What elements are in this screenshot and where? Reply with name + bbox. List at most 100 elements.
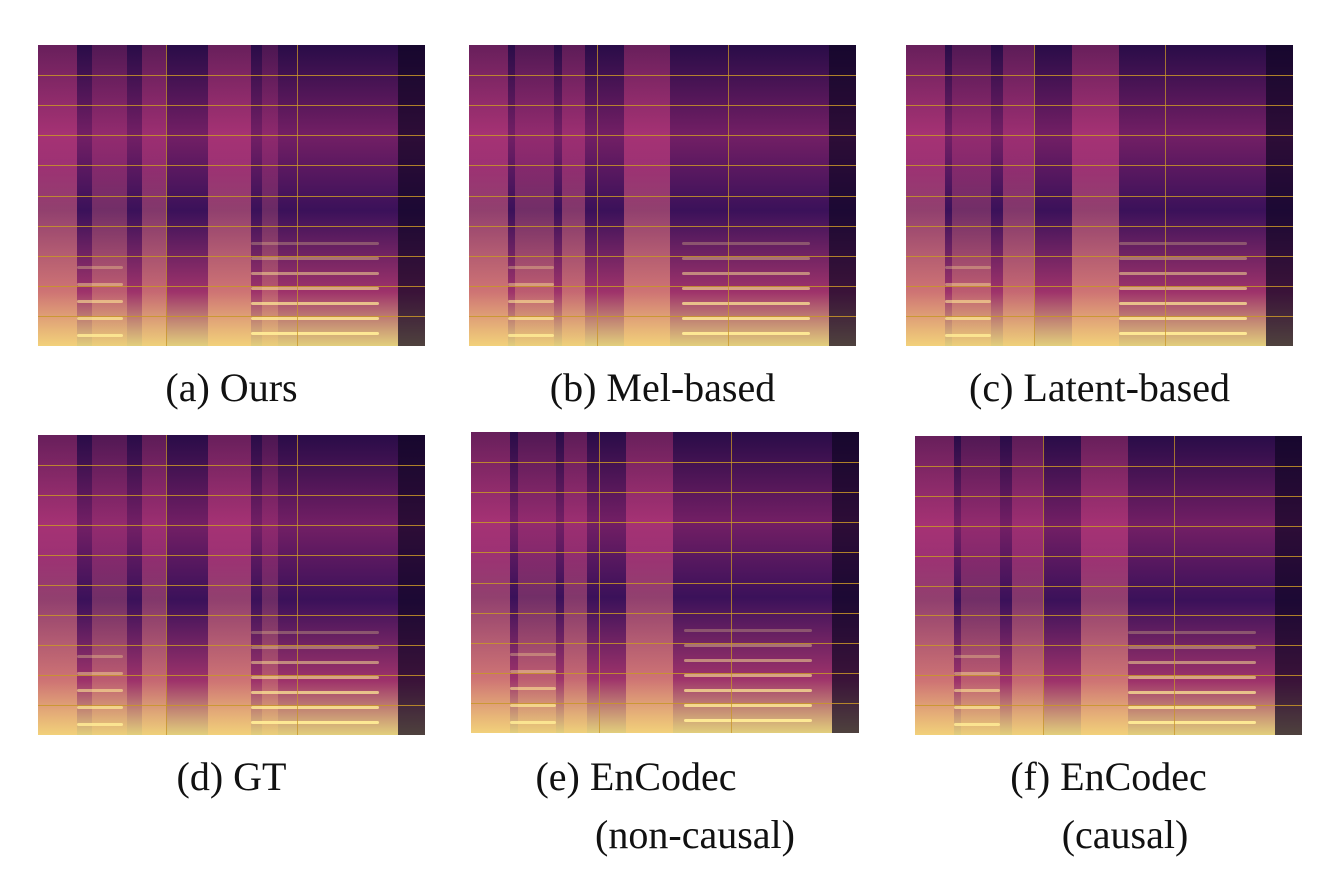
energy-band xyxy=(1002,45,1034,346)
grid-line-vertical xyxy=(1043,436,1044,735)
grid-line-horizontal xyxy=(906,316,1293,317)
grid-line-horizontal xyxy=(906,75,1293,76)
energy-band xyxy=(517,432,557,733)
harmonic-stripe xyxy=(1127,646,1256,649)
harmonic-stripe xyxy=(681,332,810,335)
harmonic-stripe xyxy=(944,317,992,320)
harmonic-stripe xyxy=(1127,661,1256,664)
grid-line-horizontal xyxy=(471,492,859,493)
grid-line-horizontal xyxy=(469,256,856,257)
harmonic-stripe xyxy=(1118,272,1247,275)
grid-line-vertical xyxy=(599,432,600,733)
energy-band xyxy=(471,432,510,733)
harmonic-stripe xyxy=(953,706,1001,709)
harmonic-stripe xyxy=(250,302,379,305)
harmonic-stripe xyxy=(1118,317,1247,320)
harmonic-stripe xyxy=(509,670,557,673)
harmonic-stripe xyxy=(1127,676,1256,679)
grid-line-horizontal xyxy=(471,522,859,523)
harmonic-stripe xyxy=(1118,242,1247,245)
grid-line-horizontal xyxy=(38,465,425,466)
harmonic-stripe xyxy=(1118,287,1247,290)
grid-line-horizontal xyxy=(469,135,856,136)
harmonic-stripe xyxy=(681,242,810,245)
harmonic-stripe xyxy=(1118,257,1247,260)
harmonic-stripe xyxy=(681,272,810,275)
grid-line-horizontal xyxy=(38,316,425,317)
harmonic-stripe xyxy=(250,721,379,724)
caption-c: (c) Latent-based xyxy=(969,365,1230,410)
grid-line-horizontal xyxy=(471,462,859,463)
harmonic-stripe xyxy=(76,723,124,726)
harmonic-stripe xyxy=(681,302,810,305)
grid-line-horizontal xyxy=(906,165,1293,166)
harmonic-stripe xyxy=(250,332,379,335)
harmonic-stripe xyxy=(1127,706,1256,709)
grid-line-horizontal xyxy=(38,675,425,676)
spectrogram-latent-based xyxy=(906,45,1293,346)
harmonic-stripe xyxy=(944,334,992,337)
energy-band xyxy=(626,432,673,733)
harmonic-stripe xyxy=(250,676,379,679)
grid-line-vertical xyxy=(166,435,167,735)
grid-line-horizontal xyxy=(915,496,1302,497)
grid-line-horizontal xyxy=(906,105,1293,106)
low-energy-region xyxy=(1265,45,1293,346)
energy-band xyxy=(561,45,586,346)
harmonic-stripe xyxy=(76,689,124,692)
energy-band xyxy=(262,45,278,346)
harmonic-stripe xyxy=(509,653,557,656)
energy-band xyxy=(961,436,1001,735)
energy-band xyxy=(38,45,77,346)
grid-line-horizontal xyxy=(915,586,1302,587)
grid-line-vertical xyxy=(728,45,729,346)
grid-line-horizontal xyxy=(38,105,425,106)
harmonic-stripe xyxy=(250,317,379,320)
spectrogram-mel-based xyxy=(469,45,856,346)
grid-line-horizontal xyxy=(38,525,425,526)
energy-band xyxy=(623,45,671,346)
grid-line-horizontal xyxy=(906,135,1293,136)
spectrogram-gt xyxy=(38,435,425,735)
low-energy-region xyxy=(397,45,425,346)
harmonic-stripe xyxy=(250,272,379,275)
harmonic-stripe xyxy=(507,283,555,286)
grid-line-horizontal xyxy=(915,556,1302,557)
grid-line-vertical xyxy=(597,45,598,346)
harmonic-stripe xyxy=(76,317,124,320)
harmonic-stripe xyxy=(953,672,1001,675)
harmonic-stripe xyxy=(684,644,813,647)
energy-band xyxy=(469,45,508,346)
harmonic-stripe xyxy=(76,706,124,709)
harmonic-stripe xyxy=(250,646,379,649)
harmonic-stripe xyxy=(953,689,1001,692)
energy-band xyxy=(952,45,992,346)
low-energy-region xyxy=(831,432,859,733)
harmonic-stripe xyxy=(684,704,813,707)
energy-band xyxy=(1011,436,1043,735)
grid-line-horizontal xyxy=(38,226,425,227)
grid-line-horizontal xyxy=(906,286,1293,287)
grid-line-horizontal xyxy=(469,286,856,287)
low-energy-region xyxy=(1274,436,1302,735)
grid-line-vertical xyxy=(1165,45,1166,346)
harmonic-stripe xyxy=(76,672,124,675)
energy-band xyxy=(915,436,954,735)
caption-e-line1: (e) EnCodec xyxy=(535,754,737,799)
energy-band xyxy=(906,45,945,346)
harmonic-stripe xyxy=(507,317,555,320)
caption-d: (d) GT xyxy=(176,754,287,799)
grid-line-horizontal xyxy=(915,705,1302,706)
harmonic-stripe xyxy=(953,723,1001,726)
spectrogram-ours xyxy=(38,45,425,346)
harmonic-stripe xyxy=(509,687,557,690)
grid-line-horizontal xyxy=(38,645,425,646)
harmonic-stripe xyxy=(507,300,555,303)
caption-b: (b) Mel-based xyxy=(549,365,776,410)
grid-line-horizontal xyxy=(38,555,425,556)
grid-line-horizontal xyxy=(471,583,859,584)
harmonic-stripe xyxy=(684,659,813,662)
harmonic-stripe xyxy=(250,242,379,245)
grid-line-horizontal xyxy=(38,286,425,287)
harmonic-stripe xyxy=(76,283,124,286)
